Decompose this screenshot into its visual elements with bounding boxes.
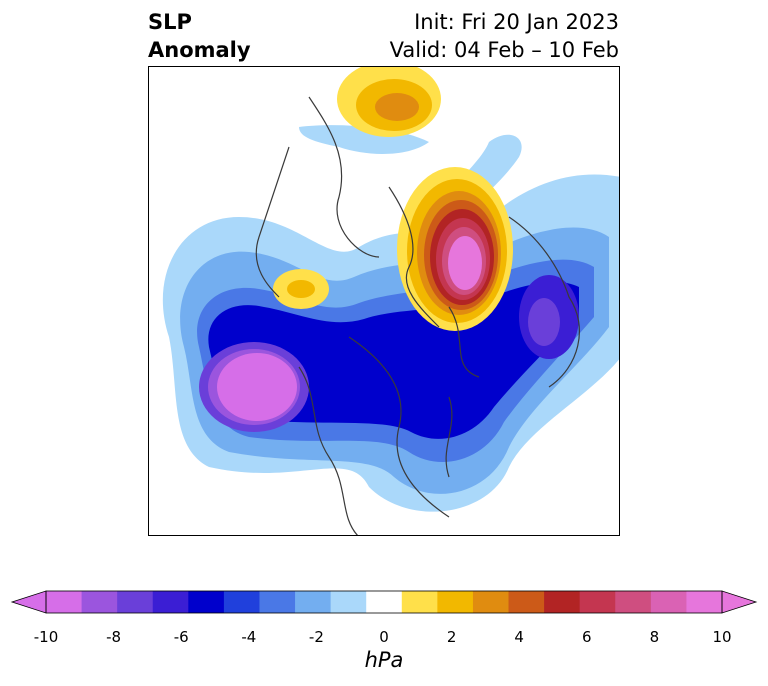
colorbar-tick-label: -6 (173, 628, 189, 646)
colorbar-extend-high (721, 590, 758, 614)
coastlines (255, 96, 580, 535)
colorbar-tick-label: -2 (308, 628, 324, 646)
title-anomaly: Anomaly (148, 38, 251, 62)
colorbar-tick-label: 8 (649, 628, 660, 646)
colorbar-tick-label: 2 (446, 628, 457, 646)
colorbar-segment (366, 591, 403, 613)
colorbar-tick-label: -4 (241, 628, 257, 646)
positive-anomaly-field (273, 67, 513, 331)
colorbar-tick-label: -10 (33, 628, 59, 646)
colorbar-tick-label: 6 (582, 628, 592, 646)
colorbar-segment (152, 591, 189, 613)
colorbar-segment (686, 591, 723, 613)
colorbar-segment (508, 591, 545, 613)
colorbar-segment (650, 591, 687, 613)
colorbar-segment (544, 591, 581, 613)
colorbar-extend-low (10, 590, 47, 614)
colorbar-tick-label: -8 (106, 628, 122, 646)
colorbar-tick-label: 10 (712, 628, 732, 646)
colorbar-segments (46, 591, 723, 613)
colorbar-segment (401, 591, 438, 613)
forecast-info: Init: Fri 20 Jan 2023 Valid: 04 Feb – 10… (390, 8, 619, 64)
valid-range: Valid: 04 Feb – 10 Feb (389, 38, 619, 62)
init-date: Init: Fri 20 Jan 2023 (414, 10, 619, 34)
colorbar-segment (188, 591, 225, 613)
map-title: SLP Anomaly (148, 8, 251, 64)
title-slp: SLP (148, 10, 192, 34)
colorbar-segment (472, 591, 510, 613)
slp-anomaly-map (162, 67, 619, 535)
colorbar-segment (81, 591, 118, 613)
colorbar-segment (259, 591, 296, 613)
colorbar-segment (330, 591, 367, 613)
colorbar-tick-label: 0 (379, 628, 389, 646)
colorbar-segment (579, 591, 616, 613)
negative-anomaly-field (162, 125, 619, 512)
map-panel (148, 66, 620, 536)
colorbar-segment (117, 591, 154, 613)
colorbar-unit: hPa (364, 648, 404, 672)
colorbar-tick-label: 4 (514, 628, 524, 646)
colorbar-segment (615, 591, 652, 613)
colorbar-segment (223, 591, 260, 613)
colorbar (10, 590, 758, 614)
colorbar-segment (437, 591, 474, 613)
colorbar-segment (46, 591, 83, 613)
colorbar-segment (295, 591, 332, 613)
